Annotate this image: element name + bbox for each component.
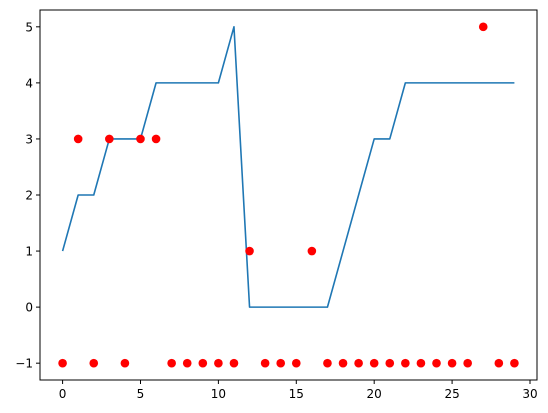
data-point <box>245 246 254 256</box>
data-point <box>416 358 426 368</box>
scatter-series-layer <box>58 22 519 368</box>
y-axis: −1 0 1 2 3 4 5 <box>15 20 40 371</box>
data-point <box>510 358 519 368</box>
data-point <box>151 134 161 144</box>
data-point <box>478 22 488 32</box>
x-tick-label: 15 <box>289 387 304 401</box>
data-point <box>260 358 270 368</box>
data-point <box>338 358 348 368</box>
x-axis: 0 5 10 15 20 25 30 <box>59 380 538 401</box>
data-point <box>291 358 301 368</box>
data-point <box>198 358 208 368</box>
y-tick-label: 4 <box>25 76 33 90</box>
data-point <box>369 358 379 368</box>
y-tick-label: 5 <box>25 20 33 34</box>
data-point <box>182 358 192 368</box>
data-point <box>214 358 223 368</box>
data-point <box>494 358 504 368</box>
data-point <box>167 358 176 368</box>
y-tick-label: −1 <box>15 357 33 371</box>
x-tick-label: 0 <box>59 387 67 401</box>
data-point <box>73 134 83 144</box>
data-point <box>105 134 114 144</box>
x-tick-label: 30 <box>522 387 537 401</box>
data-point <box>385 358 395 368</box>
data-point <box>432 358 441 368</box>
x-tick-label: 5 <box>137 387 145 401</box>
data-point <box>58 358 67 368</box>
data-point <box>120 358 130 368</box>
x-tick-label: 25 <box>444 387 459 401</box>
y-tick-label: 0 <box>25 301 33 315</box>
data-point <box>89 358 99 368</box>
data-point <box>354 358 363 368</box>
data-point <box>401 358 410 368</box>
y-tick-label: 1 <box>25 245 33 259</box>
y-tick-label: 2 <box>25 189 33 203</box>
data-point <box>229 358 239 368</box>
y-tick-label: 3 <box>25 132 33 146</box>
data-point <box>307 246 317 256</box>
data-point <box>323 358 332 368</box>
data-point <box>463 358 472 368</box>
data-point <box>276 358 286 368</box>
x-tick-label: 10 <box>211 387 226 401</box>
data-point <box>447 358 457 368</box>
plot-background <box>40 10 537 380</box>
x-tick-label: 20 <box>367 387 382 401</box>
data-point <box>136 134 145 144</box>
